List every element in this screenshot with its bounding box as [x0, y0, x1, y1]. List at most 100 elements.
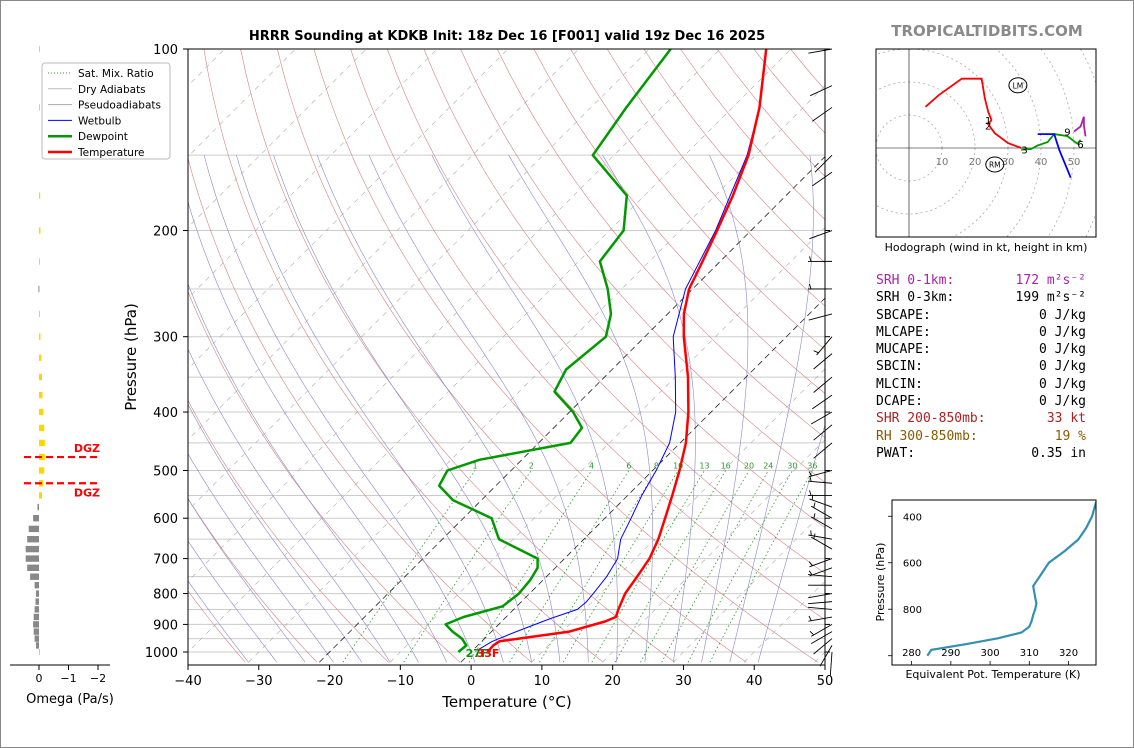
barb-shaft [810, 536, 833, 550]
stats-row: SBCIN: 0 J/kg [876, 358, 1106, 375]
wind-barb [807, 490, 833, 496]
hodograph-height-label: 2 [985, 122, 991, 133]
isotherm-line [188, 49, 721, 582]
mixing-ratio-line [562, 470, 679, 663]
omega-bar [39, 391, 43, 399]
mixing-ratio-lines [342, 470, 813, 663]
wind-barb [809, 494, 833, 508]
omega-bar [39, 467, 45, 474]
pseudoadiabat [188, 498, 306, 663]
mixing-ratio-labels: 1 2 4 6 8 10 13 16 20 24 30 36 [472, 462, 817, 471]
isotherm-line [188, 49, 650, 511]
wind-barb [812, 394, 833, 410]
pseudoadiabat [602, 155, 696, 663]
stats-value: 172 m²s⁻² [1015, 273, 1086, 288]
dry-adiabat [188, 590, 246, 663]
omega-bar [39, 333, 41, 340]
omega-bar [39, 310, 40, 318]
hodograph-ring-label: 50 [1068, 157, 1081, 168]
hodograph-frame [875, 48, 1097, 238]
wind-barb [813, 336, 833, 356]
wind-barb [808, 48, 833, 54]
barb-shaft [812, 171, 833, 187]
wind-barb [808, 606, 833, 610]
omega-bar [35, 598, 39, 605]
dry-adiabat [387, 49, 825, 574]
omega-bar [30, 573, 39, 580]
legend: Sat. Mix. Ratio Dry Adiabats Pseudoadiabat… [41, 62, 171, 160]
wind-barb [808, 593, 833, 599]
theta-e-axes: 280 290 300 310 320 400 600 800 [888, 512, 1078, 665]
storm-motion-marker [1008, 77, 1028, 94]
wind-barb [807, 283, 833, 290]
stats-row: SRH 0-3km: 199 m²s⁻² [876, 289, 1106, 306]
omega-bar [33, 515, 39, 522]
mixing-ratio-line [687, 470, 793, 663]
theta-e-ytick-label: 400 [903, 512, 922, 523]
pseudoadiabat [188, 540, 278, 663]
p-tick-label: 800 [153, 588, 178, 603]
legend-entry: Wetbulb [78, 115, 122, 127]
dgz-label: DGZ [74, 486, 100, 499]
stats-row: SHR 200-850mb: 33 kt [876, 410, 1106, 427]
mixing-ratio-line [591, 470, 705, 663]
stats-value: 0.35 in [1031, 445, 1086, 461]
hodograph-segment [924, 77, 1022, 149]
x-tick-label: 40 [746, 674, 763, 689]
dry-adiabat [606, 49, 825, 307]
stats-label: SBCAPE: [876, 307, 931, 323]
dry-adiabat [350, 49, 825, 621]
hodograph-segment [1073, 116, 1087, 137]
pseudoadiabats [188, 155, 825, 663]
mixing-ratio-label: 30 [787, 462, 797, 471]
wind-barb [808, 558, 833, 568]
mixing-ratio-label: 4 [589, 462, 594, 471]
omega-bar [33, 613, 39, 621]
stats-label: MLCAPE: [876, 324, 931, 340]
omega-bar [25, 555, 39, 562]
mixing-ratio-label: 2 [529, 462, 534, 471]
theta-e-ylabel: Pressure (hPa) [874, 543, 887, 622]
wind-barb [808, 615, 833, 622]
barb-half [808, 615, 812, 621]
stats-value: 0 J/kg [1039, 359, 1086, 375]
dry-adiabat [203, 49, 604, 663]
barb-shaft [810, 631, 833, 644]
wind-barb [810, 502, 833, 519]
mixing-ratio-label: 16 [721, 462, 731, 471]
omega-bar [34, 606, 39, 613]
hodograph-height-label: 9 [1064, 128, 1070, 139]
omega-tick-label: 0 [36, 672, 43, 685]
isotherm-line [602, 439, 825, 663]
pseudoadiabat [203, 155, 476, 663]
barb-shaft [809, 230, 833, 240]
omega-bar [27, 536, 39, 543]
theta-e-xtick-label: 280 [902, 648, 921, 659]
barb-shaft [808, 470, 833, 478]
omega-bar [36, 642, 39, 649]
barb-shaft [809, 567, 833, 577]
hodograph-segment [1037, 133, 1072, 179]
dry-adiabat [277, 49, 747, 663]
omega-bar [33, 621, 39, 628]
x-tick-label: 30 [675, 674, 692, 689]
omega-bar [39, 104, 40, 111]
isotherm-line [188, 49, 579, 441]
stats-row: DCAPE: 0 J/kg [876, 393, 1106, 410]
theta-e-xtick-label: 290 [941, 648, 960, 659]
p-tick-label: 600 [153, 512, 178, 527]
dry-adiabat [460, 49, 825, 483]
barb-shaft [808, 593, 833, 599]
pseudoadiabat [273, 155, 532, 663]
wind-barb [819, 645, 833, 667]
isotherms [188, 49, 825, 663]
mixing-ratio-line [342, 470, 476, 663]
mixing-ratio-label: 6 [626, 462, 631, 471]
barb-shaft [813, 424, 833, 441]
barb-shaft [810, 505, 833, 519]
pseudoadiabat [316, 155, 561, 663]
dry-adiabat [533, 49, 825, 394]
stats-row: MLCAPE: 0 J/kg [876, 324, 1106, 341]
barb-shaft [810, 411, 833, 425]
